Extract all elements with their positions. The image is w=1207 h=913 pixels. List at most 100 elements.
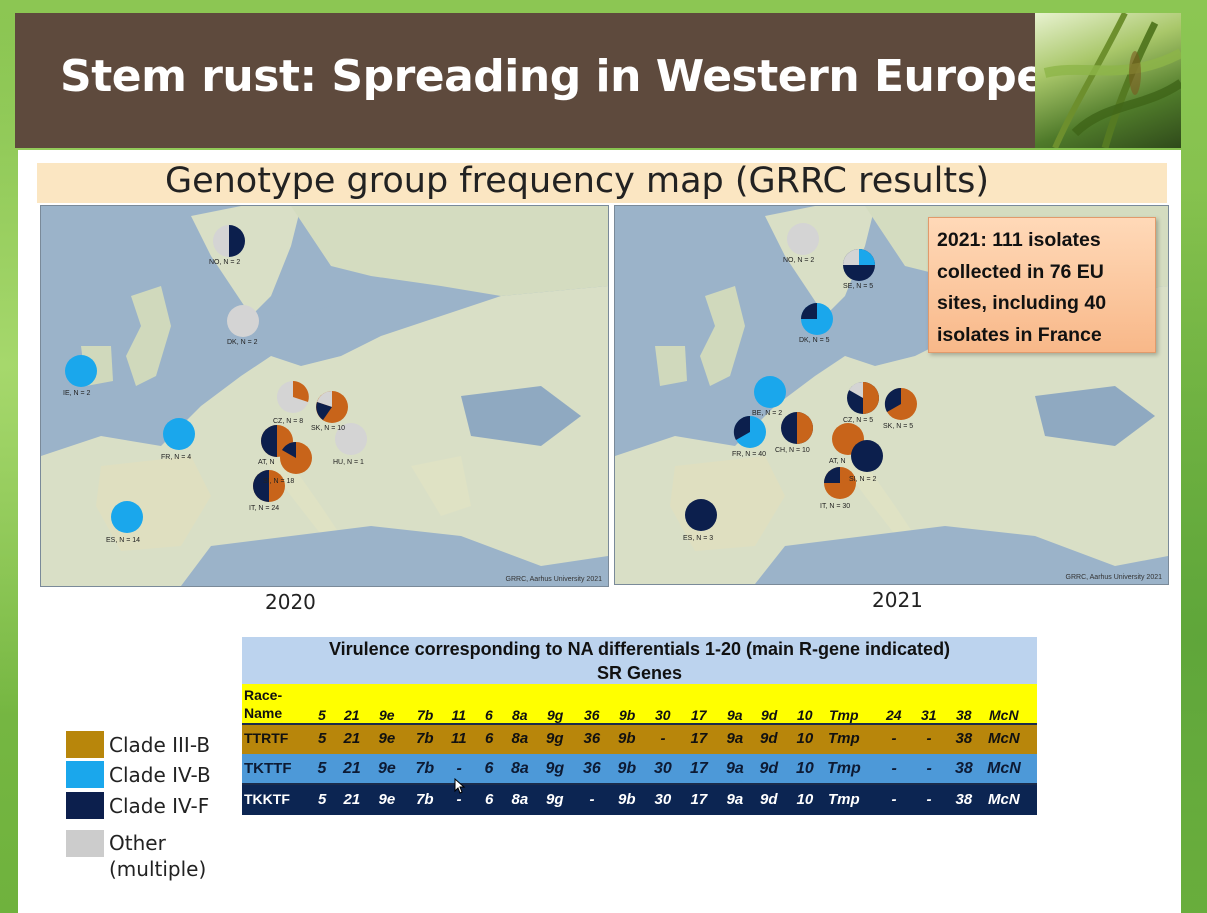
pie-be-2021 (754, 376, 786, 408)
race-name: TKKTF (244, 791, 290, 807)
pie-no-2021 (787, 223, 819, 255)
gene-header-cell: 9b (619, 707, 636, 723)
table-cell: - (926, 791, 932, 808)
table-cell: Tmp (827, 760, 861, 777)
gene-header-cell: 30 (655, 707, 671, 723)
table-cell: 38 (955, 730, 973, 747)
legend-swatch (66, 761, 104, 788)
row-divider (242, 723, 1037, 725)
table-cell: - (660, 730, 666, 747)
pie-fr-2020 (163, 418, 195, 450)
table-cell: 9b (618, 730, 636, 747)
table-cell: 30 (654, 760, 672, 777)
legend-label: Clade III-B (109, 733, 211, 757)
table-cell: Tmp (828, 791, 860, 808)
table-cell: 8a (511, 730, 529, 747)
pie-se-2021 (843, 249, 875, 281)
pie-es-2020 (111, 501, 143, 533)
race-name-label-line: Name (244, 705, 283, 721)
table-cell: 7b (415, 760, 435, 777)
map-label: HU, N = 1 (333, 459, 364, 466)
pie-hu-2020 (335, 423, 367, 455)
table-cell: - (589, 791, 595, 808)
table-cell: - (456, 760, 462, 777)
pie-si-2021 (851, 440, 883, 472)
pie-no-2020 (213, 225, 245, 257)
table-cell: 9d (759, 760, 779, 777)
pie-it-2020 (253, 470, 285, 502)
slide-subtitle: Genotype group frequency map (GRRC resul… (164, 161, 990, 201)
race-name-label-line: Race- (244, 687, 283, 703)
table-cell: 17 (690, 730, 708, 747)
map-label: IE, N = 2 (63, 390, 91, 397)
gene-header-cell: 10 (797, 707, 813, 723)
table-cell: 9a (726, 760, 744, 777)
race-name: TTRTF (244, 730, 289, 746)
legend-swatch (66, 792, 104, 819)
race-name-label: Race- Name (244, 686, 282, 722)
table-cell: 38 (955, 760, 973, 777)
legend-label: Clade IV-F (109, 794, 210, 818)
map-label: IT, N = 24 (249, 505, 280, 512)
pie-it-2021 (824, 467, 856, 499)
slide-title: Stem rust: Spreading in Western Europe (60, 51, 1046, 102)
table-cell: 10 (796, 730, 814, 747)
table-row: TTRTF 5 21 9e 7b 11 6 8a 9g 36 9b - 17 9a 9d 10 Tmp - - 38… (242, 724, 1037, 754)
pie-si-2020 (280, 441, 312, 474)
table-cell: 9g (545, 760, 565, 777)
map-label: CZ, N = 5 (843, 417, 874, 424)
map-label: NO, N = 2 (783, 257, 815, 264)
gene-header-cell: 5 (318, 707, 326, 723)
map-label: IT, N = 30 (820, 503, 851, 510)
map-label: SE, N = 5 (843, 283, 874, 290)
table-cell: 38 (955, 791, 973, 808)
map-label: SK, N = 5 (883, 423, 914, 430)
table-cell: 9b (617, 760, 637, 777)
gene-header-cell: 17 (691, 707, 707, 723)
pie-cz-2020 (277, 381, 309, 413)
gene-header-cell: 21 (344, 707, 360, 723)
table-row: TKKTF 5 21 9e 7b - 6 8a 9g - 9b 30 17 9a 9d 10 Tmp - - 38 M… (242, 784, 1037, 815)
table-cell: 10 (796, 791, 814, 808)
map-credit: GRRC, Aarhus University 2021 (1065, 574, 1162, 581)
table-cell: 30 (654, 791, 672, 808)
pie-ch-2021 (781, 412, 813, 444)
table-cell: 8a (511, 760, 529, 777)
table-cell: 7b (416, 791, 434, 808)
table-cell: 6 (485, 730, 494, 747)
gene-name-row: Race- Name 5 21 9e 7b 11 6 8a 9g 36 9b 30 17 9a 9d 10 T… (242, 684, 1037, 724)
table-cell: McN (987, 760, 1021, 777)
table-header: Virulence corresponding to NA differenti… (328, 639, 951, 659)
gene-header-cell: 31 (921, 707, 937, 723)
table-cell: 9e (378, 760, 396, 777)
gene-header-cell: 9g (547, 707, 564, 723)
map-label: ES, N = 14 (106, 537, 141, 544)
gene-header-cell: 9a (727, 707, 743, 723)
table-cell: 6 (485, 791, 494, 808)
table-cell: 5 (318, 730, 327, 747)
table-cell: Tmp (828, 730, 860, 747)
table-cell: 17 (690, 760, 708, 777)
table-cell: 9a (726, 730, 744, 747)
isolates-callout: 2021: 111 isolates collected in 76 EU si… (928, 217, 1156, 353)
table-cell: 21 (343, 760, 361, 777)
legend-label: Other (109, 831, 166, 855)
year-label-2021: 2021 (872, 588, 923, 612)
table-cell: - (891, 730, 897, 747)
table-cell: 9d (760, 791, 778, 808)
table-cell: 9g (546, 730, 564, 747)
gene-header-cell: Tmp (829, 707, 859, 723)
table-subheader: SR Genes (596, 663, 683, 683)
gene-header-cell: 36 (584, 707, 600, 723)
table-cell: 6 (484, 760, 494, 777)
map-label: SK, N = 10 (311, 425, 346, 432)
callout-line: collected in 76 EU (937, 260, 1104, 283)
table-cell: 36 (583, 730, 601, 747)
pie-cz-2021 (847, 381, 879, 414)
gene-header-cell: 11 (451, 707, 467, 723)
map-label: FR, N = 40 (732, 451, 767, 458)
pie-ie-2020 (65, 355, 97, 387)
pie-sk-2021 (884, 387, 917, 420)
year-label-2020: 2020 (265, 590, 316, 614)
table-cell: 9b (618, 791, 636, 808)
